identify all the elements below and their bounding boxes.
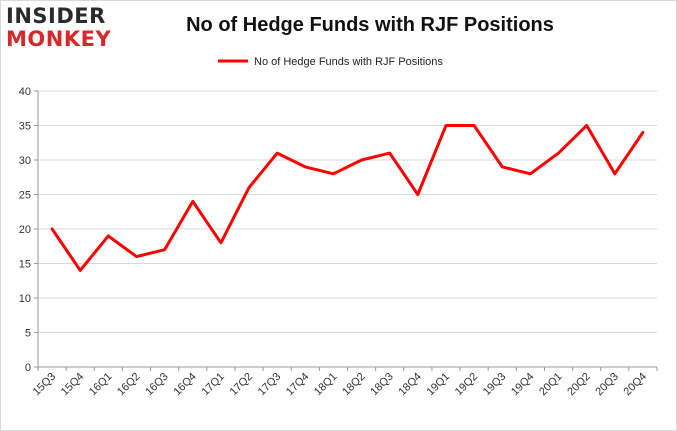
y-tick-label: 15 <box>19 259 31 271</box>
x-tick-label: 17Q3 <box>256 371 284 399</box>
axes <box>34 90 658 371</box>
x-tick-label: 19Q3 <box>481 371 509 399</box>
x-tick-label: 15Q3 <box>31 371 59 399</box>
logo-line-1: INSIDER <box>6 4 106 28</box>
legend: No of Hedge Funds with RJF Positions <box>218 56 443 68</box>
y-tick-label: 30 <box>19 155 31 167</box>
x-tick-label: 20Q4 <box>622 371 650 399</box>
x-tick-label: 18Q2 <box>340 371 368 399</box>
x-tick-label: 19Q1 <box>425 371 453 399</box>
series-line <box>50 124 645 272</box>
x-tick-labels: 15Q3 15Q4 16Q1 16Q2 16Q3 16Q4 17Q1 17Q2 17Q3 17Q4… <box>31 371 649 399</box>
x-tick-label: 16Q1 <box>87 371 115 399</box>
y-tick-label: 20 <box>19 224 31 236</box>
series-lines <box>50 124 645 272</box>
x-tick-label: 17Q2 <box>228 371 256 399</box>
gridlines <box>38 90 657 368</box>
insider-monkey-logo: INSIDER MONKEY <box>6 6 126 50</box>
y-tick-label: 0 <box>25 362 31 374</box>
x-tick-label: 16Q4 <box>171 371 199 399</box>
x-tick-label: 18Q4 <box>396 371 424 399</box>
legend-label: No of Hedge Funds with RJF Positions <box>254 56 443 68</box>
y-tick-labels: 0 5 10 15 20 25 30 35 40 <box>19 86 31 374</box>
logo-line-2: MONKEY <box>6 27 112 51</box>
x-tick-label: 20Q3 <box>593 371 621 399</box>
x-tick-label: 15Q4 <box>59 371 87 399</box>
chart-title: No of Hedge Funds with RJF Positions <box>186 14 554 36</box>
x-tick-label: 18Q3 <box>368 371 396 399</box>
y-tick-label: 25 <box>19 190 31 202</box>
x-tick-label: 20Q1 <box>537 371 565 399</box>
x-tick-label: 19Q2 <box>453 371 481 399</box>
x-tick-label: 16Q2 <box>115 371 143 399</box>
y-tick-label: 5 <box>25 328 31 340</box>
y-tick-label: 40 <box>19 86 31 98</box>
x-tick-label: 18Q1 <box>312 371 340 399</box>
x-tick-label: 20Q2 <box>565 371 593 399</box>
x-tick-label: 17Q1 <box>199 371 227 399</box>
y-tick-label: 10 <box>19 293 31 305</box>
x-tick-label: 19Q4 <box>509 371 537 399</box>
y-tick-label: 35 <box>19 121 31 133</box>
x-tick-label: 17Q4 <box>284 371 312 399</box>
x-tick-label: 16Q3 <box>143 371 171 399</box>
